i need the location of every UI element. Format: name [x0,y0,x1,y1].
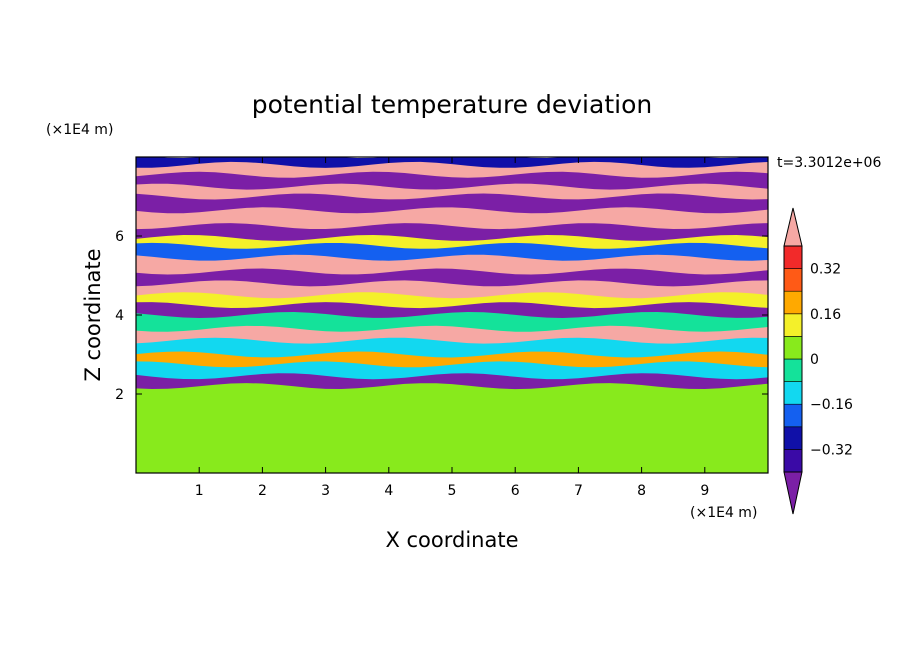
contour-band [136,280,768,303]
x-axis-label: X coordinate [385,528,518,552]
x-scale-note: (×1E4 m) [690,505,757,521]
y-tick-label: 4 [115,308,124,324]
colorbar-tick-label: −0.32 [810,442,853,458]
colorbar-segment [783,313,803,337]
y-axis: 2 4 6 [115,229,768,403]
x-tick-label: 4 [384,483,393,499]
x-tick-label: 5 [448,483,457,499]
colorbar-segment [783,358,803,382]
colorbar-tick-label: 0 [810,352,819,368]
colorbar-tick-label: −0.16 [810,397,853,413]
chart-title: potential temperature deviation [252,90,652,119]
colorbar-segment [783,381,803,405]
contour-field [136,157,768,473]
x-tick-label: 2 [258,483,267,499]
contour-band [136,337,768,362]
x-tick-label: 8 [637,483,646,499]
x-tick-label: 7 [574,483,583,499]
contour-band [136,383,768,415]
x-tick-label: 9 [700,483,709,499]
x-axis: 1 2 3 4 5 6 7 8 9 [195,157,709,499]
colorbar-segment [783,336,803,360]
x-tick-label: 6 [511,483,520,499]
y-tick-label: 6 [115,229,124,245]
colorbar-frame [783,245,803,473]
colorbar-segment [783,403,803,428]
colorbar: 0.32 0.16 0 −0.16 −0.32 [783,207,853,515]
y-tick-label: 2 [115,387,124,403]
y-scale-note: (×1E4 m) [46,122,113,138]
x-tick-label: 3 [321,483,330,499]
colorbar-extend-max [783,207,803,247]
contour-band [136,407,768,473]
colorbar-segment [783,449,803,473]
colorbar-extend-min [783,471,803,515]
x-tick-label: 1 [195,483,204,499]
colorbar-tick-label: 0.16 [810,307,841,323]
colorbar-segment [783,245,803,269]
colorbar-tick-label: 0.32 [810,262,841,278]
colorbar-segment [783,426,803,450]
y-axis-label: Z coordinate [81,248,105,381]
time-label: t=3.3012e+06 [777,155,881,171]
colorbar-segment [783,268,803,292]
colorbar-segment [783,290,803,315]
